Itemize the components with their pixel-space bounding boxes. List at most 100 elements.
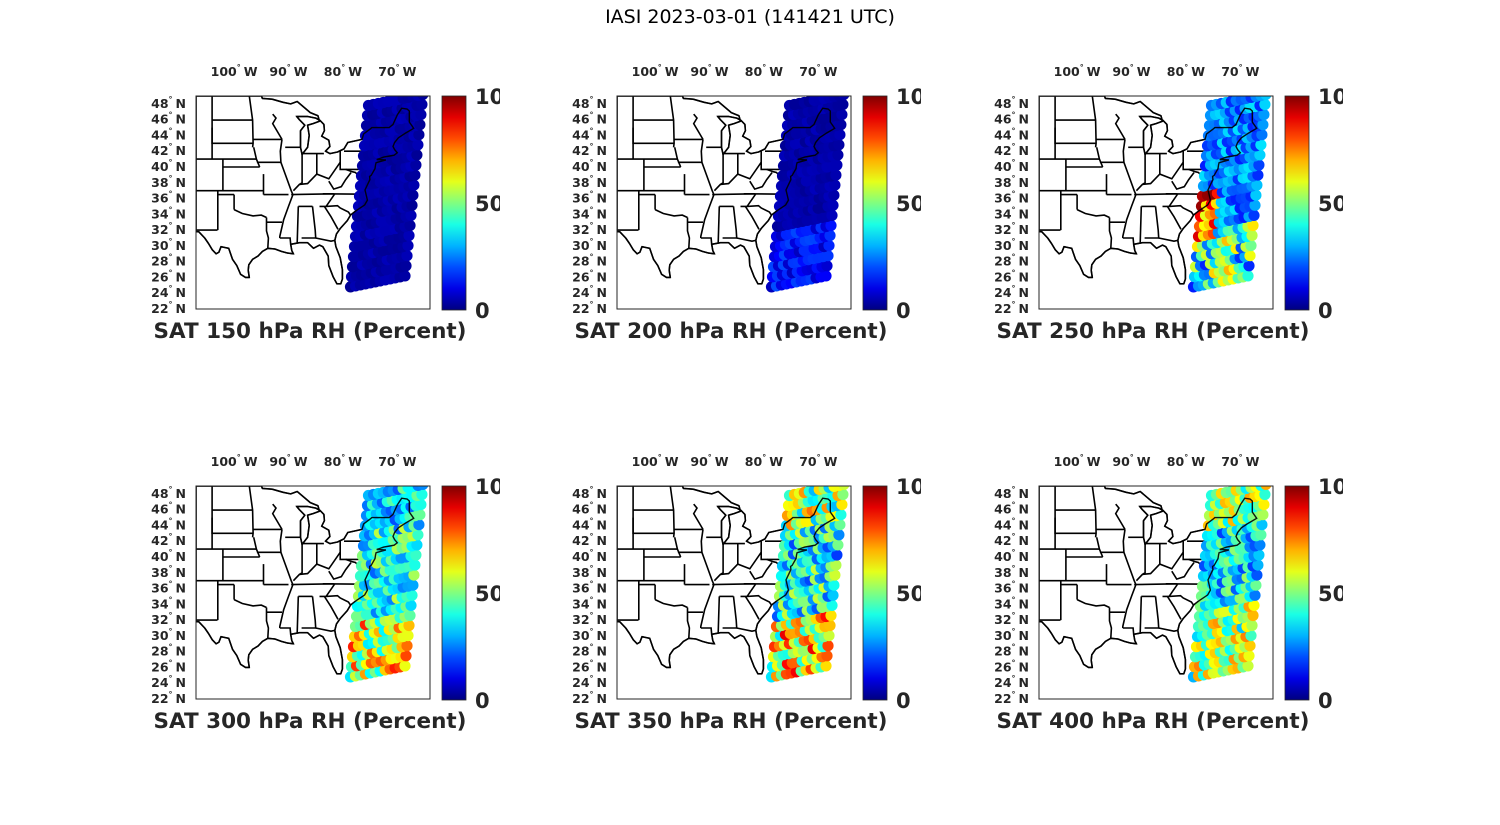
state-boundary: [686, 217, 691, 249]
state-boundary: [1135, 161, 1184, 192]
rh-observation: [1246, 229, 1258, 242]
longitude-tick-label: 100° W: [211, 63, 258, 79]
state-boundary: [301, 206, 317, 239]
rh-observation: [417, 486, 429, 490]
state-boundary: [1114, 503, 1126, 530]
state-boundary: [713, 551, 762, 582]
rh-observation: [1251, 569, 1263, 581]
rh-observation: [1242, 270, 1254, 282]
state-boundary: [301, 596, 317, 629]
rh-observation: [407, 579, 419, 591]
longitude-tick-label: 90° W: [690, 63, 728, 79]
longitude-tick-label: 70° W: [378, 453, 416, 469]
state-boundary: [1139, 206, 1143, 243]
rh-observation: [1258, 109, 1270, 121]
state-boundary: [296, 596, 300, 633]
latitude-tick-label: 22° N: [151, 300, 186, 316]
state-boundary: [744, 205, 760, 230]
state-boundary: [1158, 627, 1178, 633]
latitude-tick-label: 26° N: [572, 658, 607, 674]
state-boundary: [328, 562, 352, 581]
latitude-tick-label: 32° N: [151, 221, 186, 237]
latitude-tick-label: 26° N: [994, 268, 1029, 284]
coastline-overlay: [1039, 96, 1258, 285]
state-boundary: [669, 96, 675, 148]
latitude-tick-label: 48° N: [572, 95, 607, 111]
rh-observation: [826, 599, 838, 611]
colorbar-tick-label: 0: [1318, 299, 1333, 322]
state-boundary: [211, 127, 254, 145]
state-boundary: [1168, 583, 1179, 597]
latitude-tick-label: 42° N: [572, 532, 607, 548]
state-boundary: [1076, 598, 1110, 609]
map-svg: 100° W 90° W 80° W 70° W 48° N46° N44° N42° N40° N38°…: [994, 63, 1343, 322]
rh-observation: [414, 119, 426, 131]
rh-observation: [416, 488, 428, 501]
state-boundary: [654, 598, 688, 609]
state-boundary: [669, 486, 675, 538]
rh-observation: [399, 660, 411, 672]
state-boundary: [279, 139, 294, 238]
coastline-overlay: [196, 486, 415, 675]
latitude-tick-label: 22° N: [151, 690, 186, 706]
map-panel-250hpa: 100° W 90° W 80° W 70° W 48° N 46° N 44° N 42° N 40° N 38°…: [983, 62, 1343, 362]
rh-observation: [408, 179, 420, 191]
coastline-overlay: [196, 96, 415, 285]
rh-observation: [1245, 240, 1257, 252]
state-boundary: [271, 503, 283, 530]
latitude-tick-label: 48° N: [994, 95, 1029, 111]
rh-observation: [402, 240, 414, 252]
latitude-tick-label: 34° N: [151, 595, 186, 611]
latitude-tick-label: 38° N: [572, 174, 607, 190]
state-boundary: [749, 562, 773, 581]
longitude-tick-label: 90° W: [269, 63, 307, 79]
rh-observation: [832, 539, 844, 551]
state-boundary: [252, 537, 261, 558]
latitude-tick-label: 22° N: [572, 300, 607, 316]
colorbar: [862, 485, 888, 701]
latitude-tick-label: 26° N: [151, 268, 186, 284]
latitude-tick-label: 34° N: [572, 595, 607, 611]
colorbar-tick-label: 100: [896, 85, 921, 109]
rh-observation: [410, 159, 422, 171]
latitude-tick-label: 46° N: [572, 501, 607, 517]
latitude-tick-label: 24° N: [994, 284, 1029, 300]
latitude-tick-label: 38° N: [151, 564, 186, 580]
map-frame: [195, 95, 431, 310]
rh-observation: [1252, 169, 1264, 181]
latitude-tick-label: 44° N: [994, 126, 1029, 142]
rh-observation: [1259, 488, 1271, 501]
latitude-tick-label: 46° N: [572, 111, 607, 127]
rh-observation: [828, 189, 840, 201]
rh-observation: [1246, 619, 1258, 632]
state-boundary: [315, 237, 335, 243]
state-boundary: [1122, 237, 1135, 245]
longitude-tick-label: 90° W: [269, 453, 307, 469]
rh-observation: [834, 129, 846, 141]
state-boundary: [323, 205, 339, 230]
longitude-tick-label: 100° W: [211, 453, 258, 469]
rh-observation: [1249, 199, 1261, 211]
state-boundary: [700, 627, 713, 635]
rh-observation: [836, 499, 848, 511]
colorbar: [1284, 485, 1310, 701]
latitude-tick-label: 42° N: [151, 142, 186, 158]
state-boundary: [252, 147, 261, 168]
state-boundary: [632, 517, 675, 535]
rh-observation: [413, 519, 425, 531]
coastline-overlay: [1039, 486, 1258, 675]
state-boundary: [1144, 206, 1160, 239]
rh-observation: [411, 539, 423, 551]
longitude-tick-label: 80° W: [1167, 63, 1205, 79]
map-svg: 100° W 90° W 80° W 70° W 48° N46° N44° N42° N40° N38°…: [572, 453, 921, 712]
rh-observation: [411, 149, 423, 161]
map-frame: [195, 485, 431, 700]
state-boundary: [296, 206, 300, 243]
colorbar-tick-label: 50: [475, 582, 500, 606]
rh-observation: [837, 488, 849, 501]
state-boundary: [1108, 607, 1113, 639]
state-boundary: [328, 172, 352, 191]
colorbar-tick-label: 50: [475, 192, 500, 216]
state-boundary: [323, 595, 339, 620]
latitude-tick-label: 24° N: [572, 284, 607, 300]
